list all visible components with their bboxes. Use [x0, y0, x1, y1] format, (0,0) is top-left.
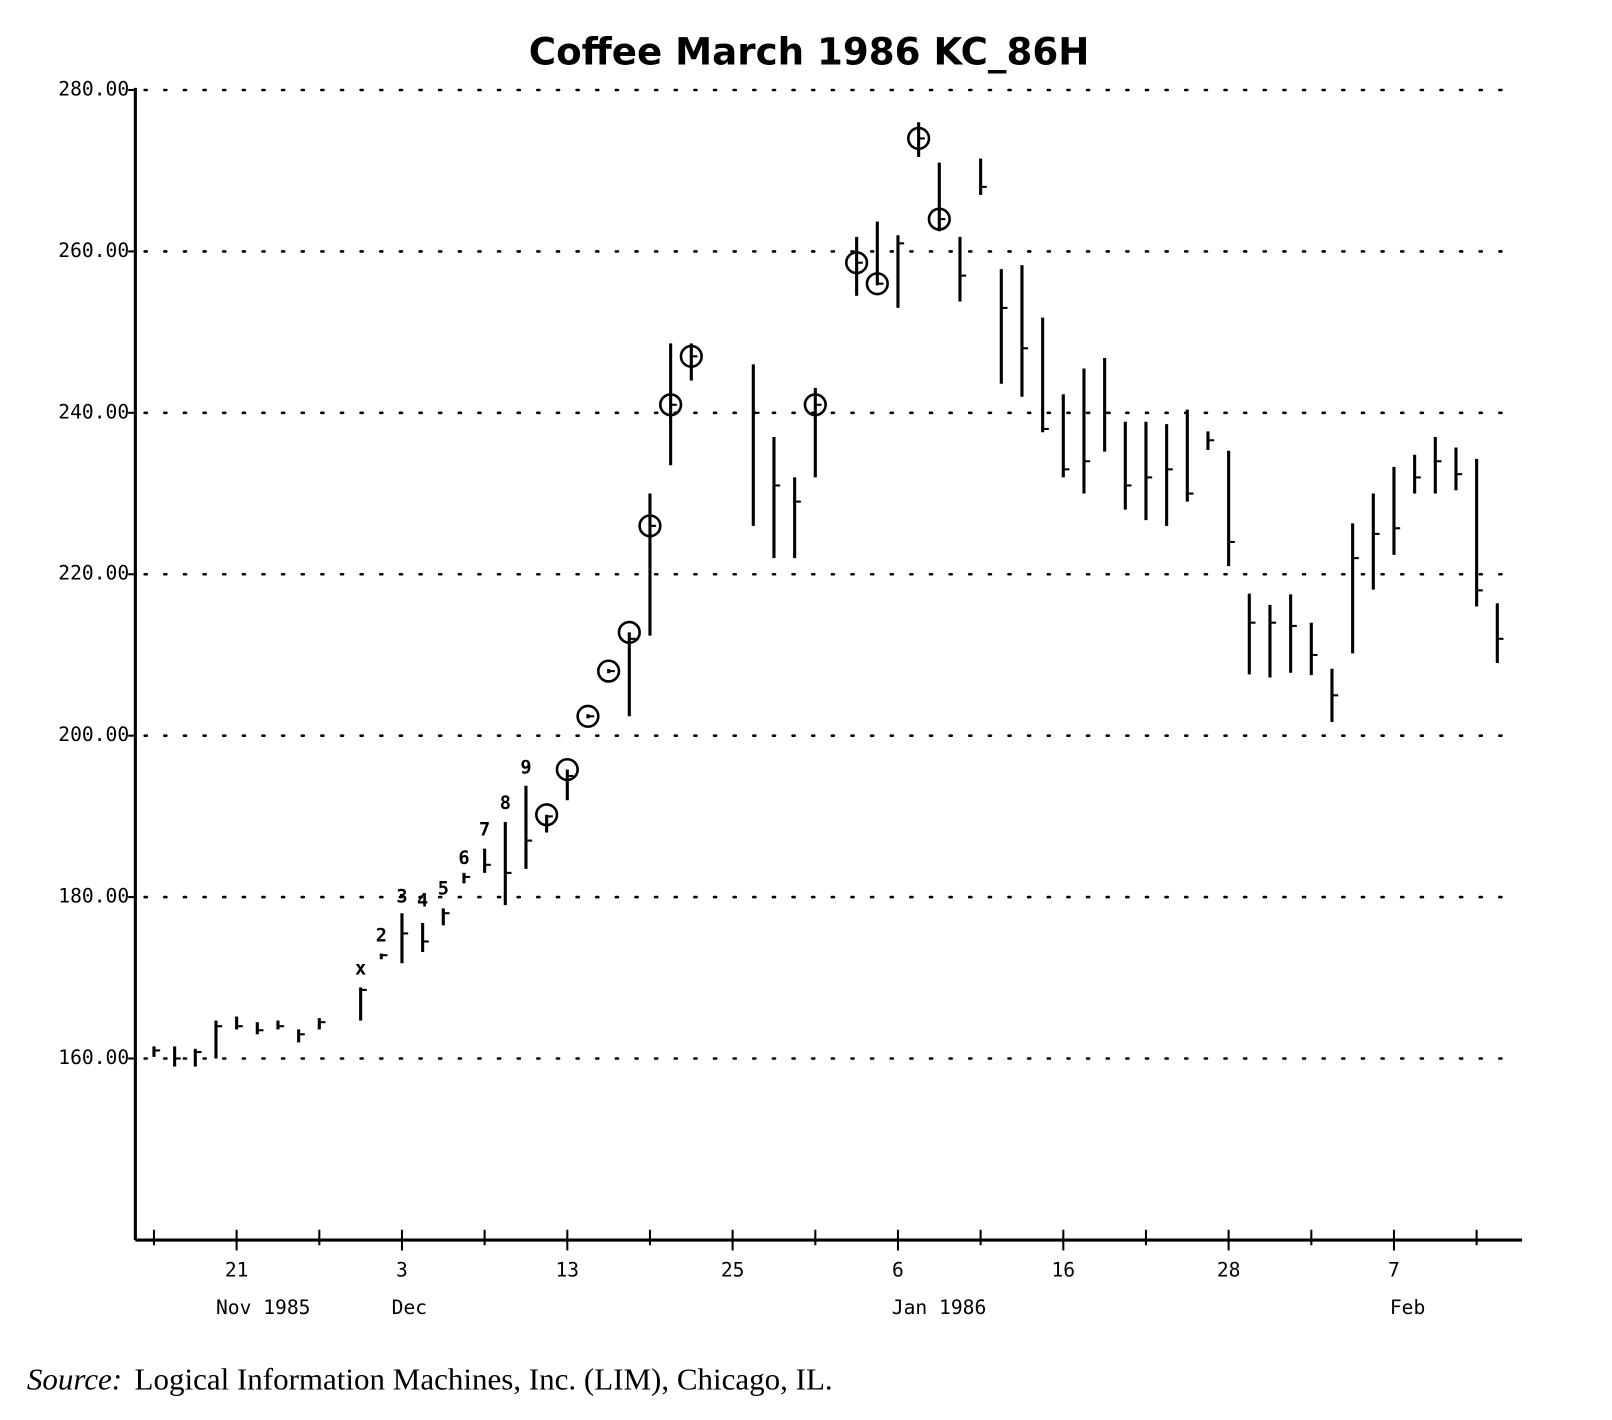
chart-title: Coffee March 1986 KC_86H	[529, 29, 1090, 73]
x-group-label: Jan 1986	[892, 1296, 987, 1319]
annotation: 8	[500, 793, 511, 814]
circle-marker	[927, 207, 951, 231]
annotation: x	[355, 958, 366, 979]
source: Source: Logical Information Machines, Inc…	[27, 1362, 833, 1397]
y-tick-label: 200.00	[58, 723, 129, 746]
x-tick-label: 28	[1217, 1259, 1241, 1282]
x-tick-label: 25	[721, 1259, 745, 1282]
circle-marker	[845, 251, 869, 275]
x-group-label: Dec	[392, 1296, 427, 1319]
y-tick-label: 260.00	[58, 239, 129, 262]
circle-marker	[597, 659, 621, 683]
circle-marker	[576, 704, 600, 728]
annotation: 9	[520, 757, 531, 778]
circle-marker	[659, 393, 683, 417]
circle-marker	[865, 272, 889, 296]
circle-marker	[803, 393, 827, 417]
y-tick-label: 160.00	[58, 1046, 129, 1069]
circle-marker	[679, 344, 703, 368]
y-tick-label: 280.00	[58, 77, 129, 100]
x-tick-label: 7	[1388, 1259, 1400, 1282]
x-group-label: Nov 1985	[216, 1296, 311, 1319]
source-text: Logical Information Machines, Inc. (LIM)…	[135, 1362, 833, 1397]
x-tick-label: 21	[225, 1259, 249, 1282]
source-prefix: Source:	[27, 1362, 122, 1397]
y-tick-label: 240.00	[58, 400, 129, 423]
y-tick-label: 220.00	[58, 562, 129, 585]
annotation: 5	[438, 879, 449, 900]
circle-marker	[907, 126, 931, 151]
annotation: 4	[417, 891, 428, 912]
y-tick-label: 180.00	[58, 885, 129, 908]
annotation: 2	[376, 925, 387, 946]
annotation: 7	[479, 820, 490, 841]
circle-marker	[617, 620, 641, 644]
circle-marker	[555, 757, 579, 782]
x-tick-label: 16	[1051, 1259, 1075, 1282]
x-tick-label: 6	[892, 1259, 904, 1282]
x-group-label: Feb	[1390, 1296, 1425, 1319]
annotation: 6	[458, 848, 469, 869]
x-tick-label: 3	[396, 1259, 408, 1282]
x-tick-label: 13	[555, 1259, 579, 1282]
annotation: 3	[396, 887, 407, 908]
circle-marker	[535, 803, 559, 827]
circle-marker	[638, 514, 662, 538]
